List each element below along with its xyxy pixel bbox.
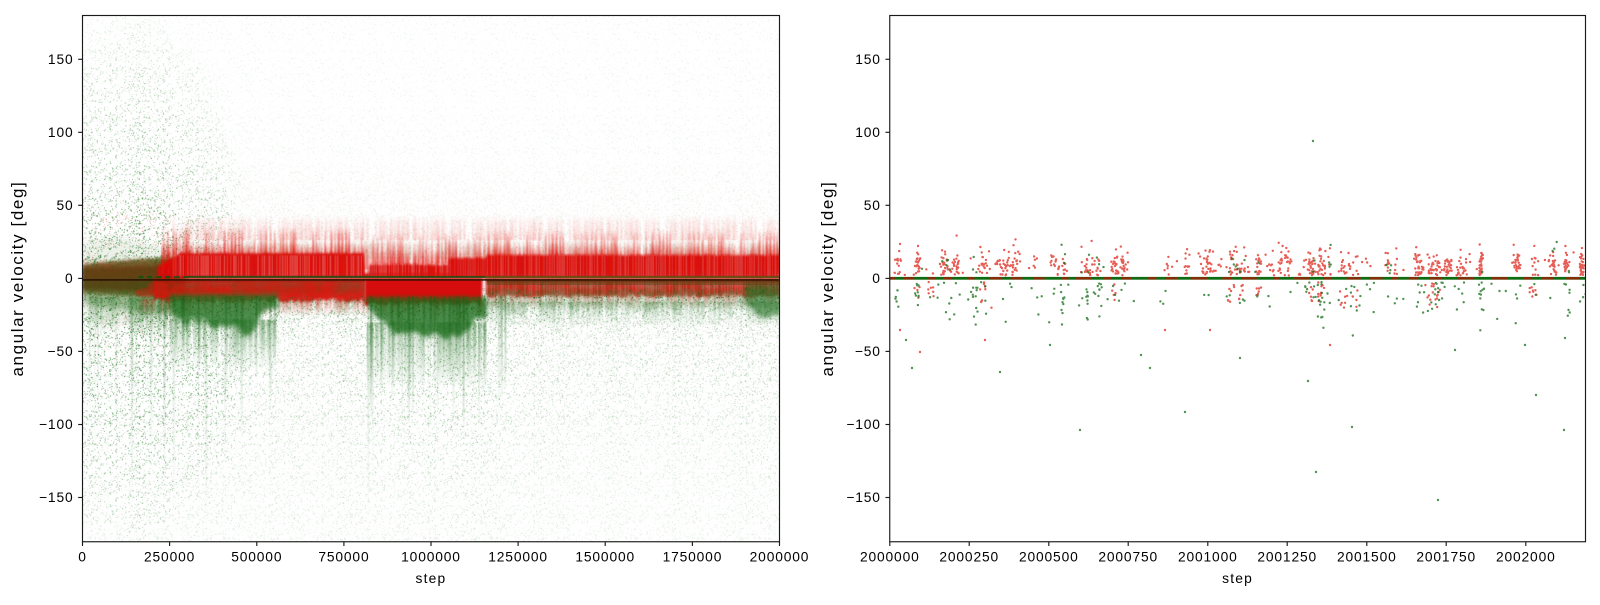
svg-text:2000500: 2000500 [1019, 550, 1079, 565]
svg-text:1500000: 1500000 [575, 550, 635, 565]
svg-text:50: 50 [864, 198, 881, 213]
svg-text:step: step [416, 571, 447, 586]
svg-text:−50: −50 [48, 344, 74, 359]
svg-text:2000000: 2000000 [750, 550, 810, 565]
svg-text:2002000: 2002000 [1496, 550, 1556, 565]
svg-text:−150: −150 [39, 490, 73, 505]
svg-text:−100: −100 [39, 417, 73, 432]
svg-text:0: 0 [78, 550, 87, 565]
svg-text:step: step [1222, 571, 1253, 586]
svg-text:−100: −100 [846, 417, 880, 432]
svg-text:150: 150 [48, 52, 74, 67]
svg-text:−150: −150 [846, 490, 880, 505]
svg-text:0: 0 [65, 271, 74, 286]
svg-text:500000: 500000 [231, 550, 282, 565]
svg-text:2000750: 2000750 [1098, 550, 1158, 565]
svg-text:150: 150 [855, 52, 881, 67]
svg-text:2000000: 2000000 [860, 550, 920, 565]
svg-text:2001500: 2001500 [1337, 550, 1397, 565]
svg-text:2001750: 2001750 [1416, 550, 1476, 565]
svg-text:angular velocity [deg]: angular velocity [deg] [8, 181, 27, 377]
svg-text:2001250: 2001250 [1257, 550, 1317, 565]
svg-text:angular velocity [deg]: angular velocity [deg] [818, 181, 837, 377]
svg-text:50: 50 [56, 198, 73, 213]
svg-text:0: 0 [872, 271, 881, 286]
svg-text:250000: 250000 [144, 550, 195, 565]
svg-text:1000000: 1000000 [401, 550, 461, 565]
svg-text:100: 100 [48, 125, 74, 140]
svg-text:−50: −50 [855, 344, 881, 359]
svg-text:1750000: 1750000 [663, 550, 723, 565]
svg-text:2001000: 2001000 [1178, 550, 1238, 565]
svg-text:100: 100 [855, 125, 881, 140]
svg-text:750000: 750000 [318, 550, 369, 565]
svg-text:2000250: 2000250 [939, 550, 999, 565]
svg-text:1250000: 1250000 [488, 550, 548, 565]
